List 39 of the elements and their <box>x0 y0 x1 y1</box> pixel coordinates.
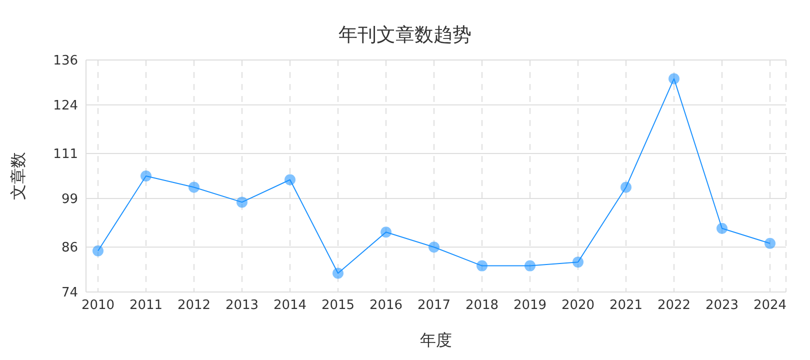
x-tick-label: 2021 <box>609 298 643 314</box>
x-tick-label: 2013 <box>225 298 259 314</box>
point <box>332 268 344 279</box>
point <box>188 182 200 193</box>
x-tick-label: 2019 <box>513 298 547 314</box>
point <box>716 222 728 234</box>
y-tick-label: 99 <box>61 192 78 208</box>
point <box>764 238 776 249</box>
point <box>284 174 296 186</box>
x-tick-label: 2020 <box>561 298 595 314</box>
point <box>668 73 680 84</box>
x-tick-label: 2010 <box>81 298 115 314</box>
y-axis-title: 文章数 <box>8 152 28 200</box>
y-tick-label: 111 <box>53 147 78 162</box>
point <box>380 226 392 238</box>
x-axis-title: 年度 <box>420 330 452 350</box>
x-tick-label: 2012 <box>177 298 211 314</box>
y-tick-label: 86 <box>61 240 78 256</box>
point <box>140 170 152 182</box>
point <box>620 182 632 193</box>
point <box>428 242 440 253</box>
chart-title: 年刊文章数趋势 <box>338 23 472 48</box>
point <box>524 260 536 272</box>
y-tick-label: 136 <box>53 54 78 69</box>
x-tick-label: 2023 <box>705 298 739 314</box>
x-tick-label: 2014 <box>273 298 307 314</box>
y-tick-label: 124 <box>53 98 78 114</box>
x-tick-label: 2022 <box>657 298 691 314</box>
y-tick-label: 74 <box>61 286 78 301</box>
x-tick-label: 2015 <box>321 298 355 314</box>
point <box>236 196 248 208</box>
x-tick-label: 2016 <box>369 298 403 314</box>
point <box>92 245 104 256</box>
x-tick-label: 2011 <box>129 298 163 314</box>
point <box>572 256 584 268</box>
point <box>476 260 488 272</box>
x-tick-label: 2024 <box>753 298 787 314</box>
x-tick-label: 2018 <box>465 298 499 314</box>
x-tick-label: 2017 <box>417 298 451 314</box>
